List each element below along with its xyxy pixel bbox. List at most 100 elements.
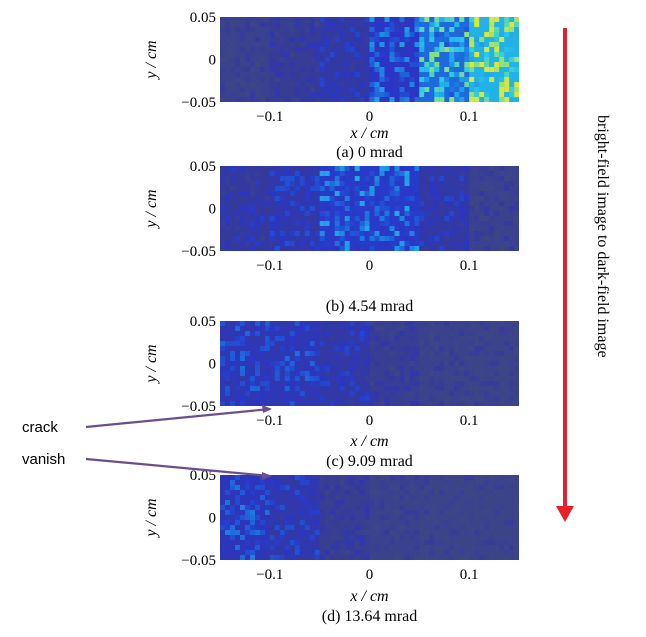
heat-cell xyxy=(484,206,490,211)
heat-cell xyxy=(404,22,410,27)
heat-cell xyxy=(514,201,519,206)
heat-cell xyxy=(299,97,305,102)
heat-cell xyxy=(255,530,260,535)
heat-cell xyxy=(499,366,505,371)
heat-cell xyxy=(434,321,440,326)
heat-cell xyxy=(299,495,305,500)
heat-cell xyxy=(324,216,330,221)
heat-cell xyxy=(304,191,310,196)
heat-cell xyxy=(429,181,435,186)
heat-cell xyxy=(474,346,480,351)
heat-cell xyxy=(349,356,355,361)
heat-cell xyxy=(429,480,435,485)
heat-cell xyxy=(274,346,280,351)
heat-cell xyxy=(484,181,490,186)
heat-cell xyxy=(429,376,435,381)
heat-cell xyxy=(419,37,425,42)
heat-cell xyxy=(369,371,375,376)
heat-cell xyxy=(334,27,340,32)
heat-cell xyxy=(294,201,300,206)
heat-cell xyxy=(319,206,325,211)
heat-cell xyxy=(240,505,245,510)
heat-cell xyxy=(484,52,490,57)
heat-cell xyxy=(424,550,430,555)
heat-cell xyxy=(434,181,440,186)
panel-a: −0.1 0 0.10.050−0.05y / cmx / cm(a) 0 mrad xyxy=(143,10,519,161)
heat-cell xyxy=(394,371,400,376)
heat-cell xyxy=(409,376,415,381)
heat-cell xyxy=(409,356,415,361)
heat-cell xyxy=(504,47,510,52)
heat-cell xyxy=(324,47,330,52)
heat-cell xyxy=(230,171,235,176)
panel-caption: (a) 0 mrad xyxy=(336,144,403,161)
heat-cell xyxy=(394,545,400,550)
heat-cell xyxy=(514,236,519,241)
heat-cell xyxy=(389,191,395,196)
heat-cell xyxy=(469,62,475,67)
heat-cell xyxy=(284,515,290,520)
heat-cell xyxy=(225,32,230,37)
heat-cell xyxy=(334,221,340,226)
panel-caption: (b) 4.54 mrad xyxy=(326,298,414,315)
heat-cell xyxy=(409,206,415,211)
heat-cell xyxy=(479,211,485,216)
heat-cell xyxy=(484,520,490,525)
heat-cell xyxy=(469,77,475,82)
heat-cell xyxy=(419,321,425,326)
heat-cell xyxy=(454,341,460,346)
heat-cell xyxy=(309,92,315,97)
heat-cell xyxy=(474,366,480,371)
heat-cell xyxy=(265,97,270,102)
panel-b: −0.1 0 0.10.050−0.05y / cm(b) 4.54 mrad xyxy=(143,159,519,315)
heat-cell xyxy=(255,371,260,376)
heat-cell xyxy=(329,191,335,196)
heat-cell xyxy=(364,376,370,381)
heat-cell xyxy=(294,401,300,406)
heat-cell xyxy=(364,321,370,326)
heat-cell xyxy=(250,326,255,331)
heat-cell xyxy=(464,196,470,201)
heat-cell xyxy=(220,216,225,221)
heat-cell xyxy=(434,87,440,92)
heat-cell xyxy=(334,226,340,231)
heat-cell xyxy=(339,201,345,206)
heat-cell xyxy=(284,206,290,211)
heat-cell xyxy=(464,67,470,72)
heat-cell xyxy=(339,77,345,82)
heat-cell xyxy=(314,47,320,52)
heat-cell xyxy=(459,376,465,381)
heat-cell xyxy=(265,211,270,216)
heat-cell xyxy=(444,520,450,525)
heat-cell xyxy=(349,42,355,47)
heat-cell xyxy=(299,241,305,246)
heat-cell xyxy=(474,82,480,87)
heat-cell xyxy=(434,27,440,32)
heat-cell xyxy=(424,17,430,22)
heat-cell xyxy=(479,391,485,396)
heat-cell xyxy=(394,485,400,490)
heat-cell xyxy=(265,540,270,545)
heat-cell xyxy=(494,480,500,485)
heat-cell xyxy=(399,211,405,216)
heat-cell xyxy=(344,42,350,47)
panel-caption: (d) 13.64 mrad xyxy=(322,608,418,625)
direction-arrow-head xyxy=(556,506,574,522)
heat-cell xyxy=(469,351,475,356)
heat-cell xyxy=(240,336,245,341)
heat-cell xyxy=(484,525,490,530)
heat-cell xyxy=(384,475,390,480)
heat-cell xyxy=(314,42,320,47)
heat-cell xyxy=(274,336,280,341)
heat-cell xyxy=(359,201,365,206)
heat-cell xyxy=(484,381,490,386)
heat-cell xyxy=(304,92,310,97)
heat-cell xyxy=(324,181,330,186)
heat-cell xyxy=(324,550,330,555)
heat-cell xyxy=(245,171,250,176)
heat-cell xyxy=(314,231,320,236)
heat-cell xyxy=(269,62,275,67)
heat-cell xyxy=(509,555,515,560)
heat-cell xyxy=(319,341,325,346)
heat-cell xyxy=(444,42,450,47)
